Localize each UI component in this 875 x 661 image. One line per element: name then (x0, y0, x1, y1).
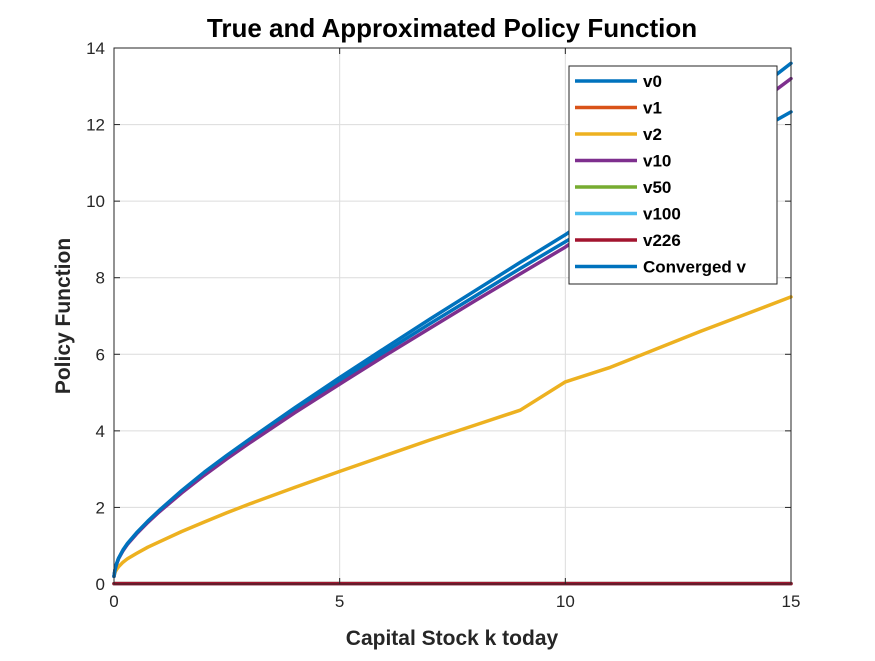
y-tick-label: 4 (96, 422, 105, 441)
legend-label: v10 (643, 152, 671, 171)
series-line-v2 (112, 295, 793, 579)
x-tick-label: 5 (335, 592, 344, 611)
y-axis-label: Policy Function (52, 238, 75, 394)
chart-title: True and Approximated Policy Function (207, 13, 697, 43)
legend-label: v1 (643, 99, 662, 118)
x-axis-label: Capital Stock k today (346, 627, 559, 650)
y-tick-label: 8 (96, 269, 105, 288)
legend-label: v2 (643, 125, 662, 144)
legend-label: v100 (643, 205, 681, 224)
y-tick-label: 6 (96, 345, 105, 364)
y-tick-label: 0 (96, 575, 105, 594)
legend-label: v0 (643, 72, 662, 91)
y-tick-label: 14 (86, 39, 105, 58)
legend-label: Converged v (643, 258, 747, 277)
x-tick-label: 15 (782, 592, 801, 611)
y-tick-label: 12 (86, 116, 105, 135)
x-tick-label: 0 (109, 592, 118, 611)
axis-ticks: 0 5 10 15 0 2 4 6 8 10 12 14 (86, 39, 800, 611)
y-tick-label: 10 (86, 192, 105, 211)
x-tick-label: 10 (556, 592, 575, 611)
legend-label: v50 (643, 178, 671, 197)
legend: v0 v1 v2 v10 v50 v100 v226 Converged v (568, 65, 778, 285)
y-tick-label: 2 (96, 498, 105, 517)
plot-frame (113, 47, 792, 585)
legend-box (568, 65, 778, 285)
legend-label: v226 (643, 231, 681, 250)
